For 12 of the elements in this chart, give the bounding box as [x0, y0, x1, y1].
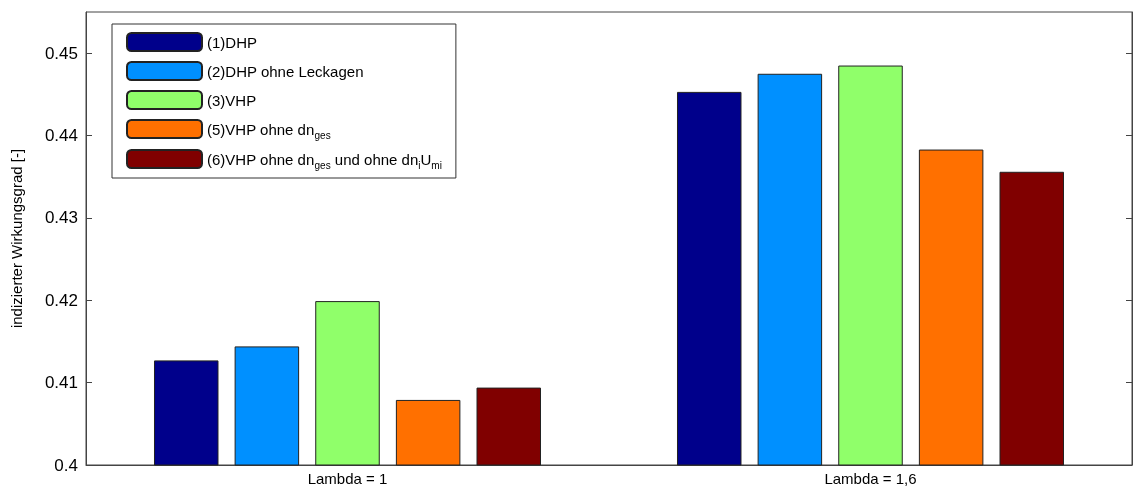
legend-label: (3)VHP [207, 91, 257, 109]
y-tick-label: 0.44 [44, 126, 78, 146]
y-tick-label: 0.4 [54, 455, 78, 475]
y-tick-label: 0.45 [44, 43, 78, 63]
x-tick-label: Lambda = 1 [307, 470, 388, 487]
y-tick-label: 0.41 [44, 373, 78, 393]
legend-label: (2)DHP ohne Leckagen [207, 62, 364, 80]
y-tick-label: 0.42 [44, 290, 78, 310]
legend-label: (1)DHP [207, 33, 258, 51]
y-axis-title: indizierter Wirkungsgrad [-] [8, 148, 25, 329]
y-tick-label: 0.43 [44, 208, 78, 228]
x-tick-label: Lambda = 1,6 [824, 470, 917, 487]
